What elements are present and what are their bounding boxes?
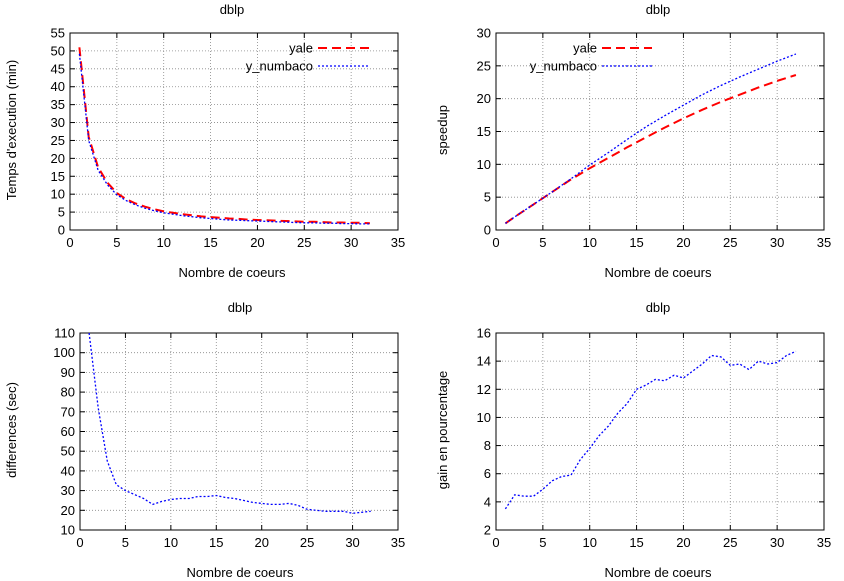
- y-tick-label: 12: [477, 382, 491, 397]
- y-tick-label: 15: [477, 124, 491, 139]
- legend-label: yale: [573, 41, 597, 56]
- x-tick-label: 25: [723, 535, 737, 550]
- x-tick-label: 5: [539, 535, 546, 550]
- y-tick-label: 80: [61, 385, 75, 400]
- y-tick-label: 15: [51, 169, 65, 184]
- y-tick-label: 100: [53, 345, 75, 360]
- y-tick-label: 0: [484, 223, 491, 238]
- series-line-yale: [78, 47, 370, 225]
- y-tick-label: 20: [477, 91, 491, 106]
- y-tick-label: 45: [51, 61, 65, 76]
- y-tick-label: 40: [61, 463, 75, 478]
- y-tick-label: 10: [477, 157, 491, 172]
- x-axis-label: Nombre de coeurs: [605, 265, 712, 280]
- x-tick-label: 20: [676, 535, 690, 550]
- y-tick-label: 8: [484, 438, 491, 453]
- x-tick-label: 30: [770, 535, 784, 550]
- series-line-yale: [504, 74, 797, 225]
- x-tick-label: 20: [250, 235, 264, 250]
- y-tick-label: 6: [484, 466, 491, 481]
- y-tick-label: 30: [477, 26, 491, 41]
- y-tick-label: 20: [51, 151, 65, 166]
- y-tick-label: 10: [61, 523, 75, 538]
- x-tick-label: 30: [770, 235, 784, 250]
- x-tick-label: 15: [629, 235, 643, 250]
- y-tick-label: 4: [484, 494, 491, 509]
- y-tick-label: 70: [61, 404, 75, 419]
- y-tick-label: 16: [477, 326, 491, 341]
- series-line-values: [504, 350, 797, 510]
- x-tick-label: 10: [582, 235, 596, 250]
- y-axis-label: gain en pourcentage: [435, 371, 450, 490]
- chart-title: dblp: [646, 2, 671, 17]
- x-tick-label: 20: [676, 235, 690, 250]
- series-line-values: [88, 332, 371, 514]
- y-tick-label: 90: [61, 365, 75, 380]
- x-tick-label: 10: [156, 235, 170, 250]
- y-tick-label: 14: [477, 354, 491, 369]
- plot-frame: [69, 32, 399, 231]
- x-tick-label: 35: [817, 235, 831, 250]
- y-tick-label: 40: [51, 79, 65, 94]
- y-tick-label: 10: [477, 410, 491, 425]
- y-tick-label: 25: [477, 58, 491, 73]
- chart-title: dblp: [646, 300, 671, 315]
- x-tick-label: 35: [817, 535, 831, 550]
- x-axis-label: Nombre de coeurs: [179, 265, 286, 280]
- y-tick-label: 0: [58, 223, 65, 238]
- x-tick-label: 30: [345, 535, 359, 550]
- x-tick-label: 25: [723, 235, 737, 250]
- x-tick-label: 0: [76, 535, 83, 550]
- y-axis-label: Temps d'execution (min): [4, 60, 19, 200]
- y-tick-label: 20: [61, 503, 75, 518]
- x-tick-label: 15: [209, 535, 223, 550]
- y-tick-label: 55: [51, 26, 65, 41]
- series-line-y-numbaco: [78, 53, 370, 225]
- y-tick-label: 10: [51, 187, 65, 202]
- legend-label: y_numbaco: [530, 59, 597, 74]
- x-tick-label: 25: [297, 235, 311, 250]
- y-tick-label: 30: [61, 483, 75, 498]
- chart-title: dblp: [228, 300, 253, 315]
- x-tick-label: 0: [492, 535, 499, 550]
- y-tick-label: 30: [51, 115, 65, 130]
- y-tick-label: 50: [61, 444, 75, 459]
- y-tick-label: 110: [54, 326, 75, 341]
- chart-differences: dblp Nombre de coeurs differences (sec) …: [4, 300, 405, 580]
- legend-label: yale: [289, 41, 313, 56]
- series-line-y-numbaco: [505, 53, 797, 224]
- chart-speedup: dblp Nombre de coeurs speedup 0 5 10 15 20 25…: [435, 2, 831, 280]
- y-tick-label: 2: [484, 523, 491, 538]
- y-tick-label: 35: [51, 97, 65, 112]
- y-tick-label: 25: [51, 133, 65, 148]
- y-tick-label: 5: [484, 190, 491, 205]
- x-tick-label: 15: [629, 535, 643, 550]
- x-tick-label: 30: [344, 235, 358, 250]
- plot-frame: [495, 332, 825, 531]
- x-tick-label: 25: [300, 535, 314, 550]
- y-tick-label: 60: [61, 424, 75, 439]
- x-tick-label: 0: [66, 235, 73, 250]
- x-tick-label: 5: [539, 235, 546, 250]
- x-tick-label: 35: [391, 535, 405, 550]
- y-tick-label: 5: [58, 205, 65, 220]
- x-tick-label: 35: [391, 235, 405, 250]
- x-tick-label: 10: [582, 535, 596, 550]
- x-axis-label: Nombre de coeurs: [187, 565, 294, 580]
- x-axis-label: Nombre de coeurs: [605, 565, 712, 580]
- x-tick-label: 5: [113, 235, 120, 250]
- x-tick-label: 10: [164, 535, 178, 550]
- chart-execution-time: dblp Nombre de coeurs Temps d'execution …: [4, 2, 405, 280]
- x-tick-label: 20: [254, 535, 268, 550]
- x-tick-label: 0: [492, 235, 499, 250]
- y-axis-label: differences (sec): [4, 382, 19, 478]
- y-tick-label: 50: [51, 43, 65, 58]
- chart-title: dblp: [220, 2, 245, 17]
- y-axis-label: speedup: [435, 105, 450, 155]
- x-tick-label: 5: [122, 535, 129, 550]
- legend-label: y_numbaco: [246, 59, 313, 74]
- x-tick-label: 15: [203, 235, 217, 250]
- chart-gain: dblp Nombre de coeurs gain en pourcentag…: [435, 300, 831, 580]
